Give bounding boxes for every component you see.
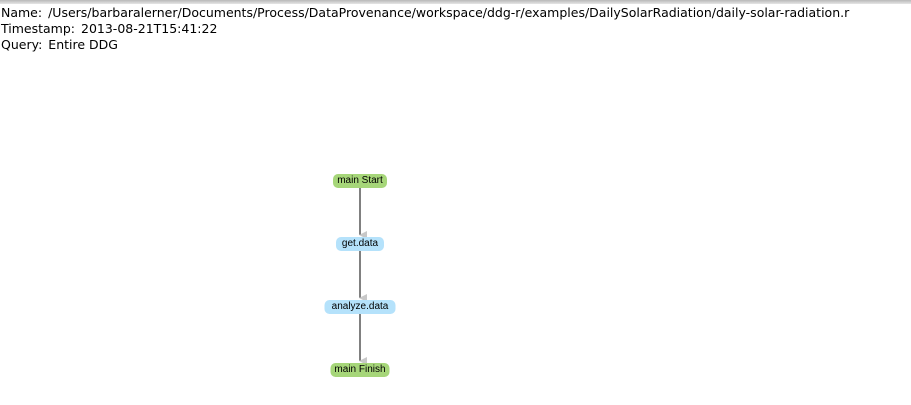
- ddg-header: Name: /Users/barbaralerner/Documents/Proc…: [1, 5, 849, 53]
- node-analyze-data[interactable]: analyze.data: [324, 300, 396, 314]
- timestamp-row: Timestamp: 2013-08-21T15:41:22: [1, 21, 849, 37]
- name-row: Name: /Users/barbaralerner/Documents/Proc…: [1, 5, 849, 21]
- query-value: Entire DDG: [48, 37, 118, 52]
- node-main-finish[interactable]: main Finish: [330, 363, 390, 377]
- name-label: Name:: [1, 5, 43, 20]
- node-get-data[interactable]: get.data: [336, 237, 384, 251]
- query-row: Query: Entire DDG: [1, 37, 849, 53]
- query-label: Query:: [1, 37, 43, 52]
- node-main-start[interactable]: main Start: [333, 174, 387, 188]
- name-value: /Users/barbaralerner/Documents/Process/D…: [48, 5, 850, 20]
- window-top-border: [0, 0, 911, 4]
- timestamp-value: 2013-08-21T15:41:22: [81, 21, 218, 36]
- timestamp-label: Timestamp:: [1, 21, 75, 36]
